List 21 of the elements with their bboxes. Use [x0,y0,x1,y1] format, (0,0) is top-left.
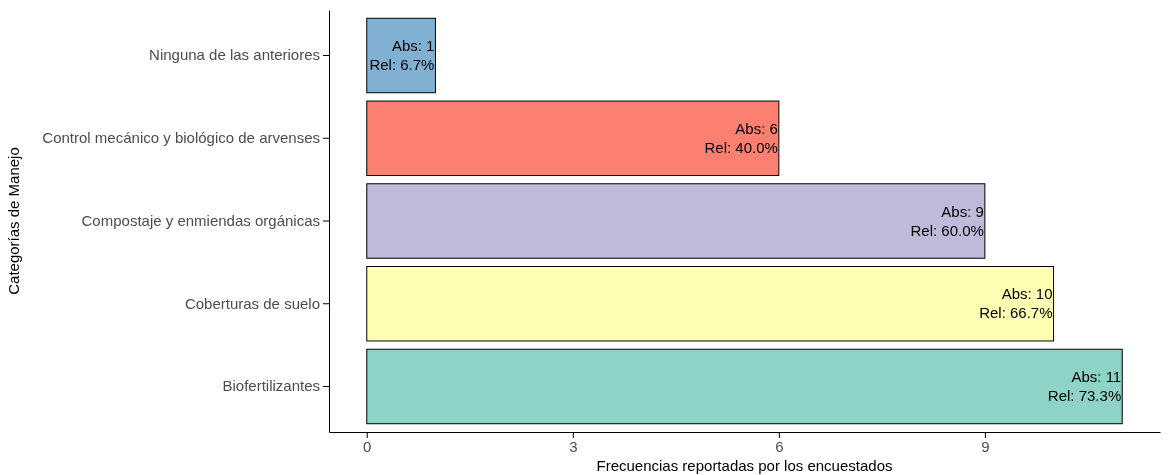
y-tick-label: Control mecánico y biológico de arvenses [42,129,320,147]
bar [366,266,1055,342]
bar [366,348,1123,425]
y-tick-label: Compostaje y enmiendas orgánicas [81,211,320,229]
x-tick-label: 9 [981,437,990,455]
bar [366,100,780,176]
data-label: Abs: 1 Rel: 6.7% [369,37,435,74]
y-tick-label: Coberturas de suelo [184,294,320,312]
x-axis-title: Frecuencias reportadas por los encuestados [596,457,893,474]
x-tick-label: 3 [569,437,578,455]
data-label: Abs: 9 Rel: 60.0% [910,202,984,239]
x-tick-label: 0 [363,437,372,455]
y-tick-label: Ninguna de las anteriores [149,46,320,64]
bar [366,17,436,94]
y-tick-label: Biofertilizantes [222,377,320,395]
x-tick-label: 6 [775,437,784,455]
data-label: Abs: 11 Rel: 73.3% [1047,367,1122,404]
data-label: Abs: 10 Rel: 66.7% [979,285,1053,322]
y-axis-title: Categorías de Manejo [5,147,22,295]
bar [366,183,986,259]
data-label: Abs: 6 Rel: 40.0% [704,119,778,156]
